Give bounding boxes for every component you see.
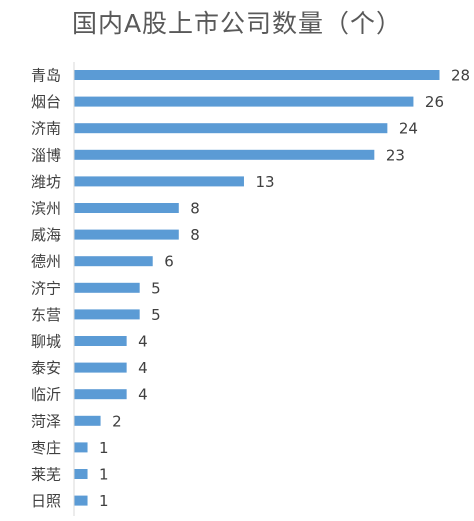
data-label: 26	[425, 93, 444, 111]
data-label: 1	[99, 466, 109, 484]
bar	[74, 256, 153, 267]
bar	[74, 469, 88, 479]
data-label: 5	[151, 306, 161, 324]
data-label: 2	[112, 412, 122, 430]
category-tick-label: 济宁	[31, 279, 61, 297]
bar	[74, 70, 440, 80]
data-label: 24	[399, 120, 418, 138]
category-tick-label: 潍坊	[31, 173, 61, 191]
category-tick-label: 青岛	[31, 67, 61, 85]
data-label: 8	[190, 226, 200, 244]
bar	[74, 415, 101, 426]
bar	[74, 389, 127, 400]
data-label: 23	[386, 146, 405, 164]
category-tick-label: 泰安	[31, 359, 61, 377]
bar	[74, 96, 414, 107]
bar	[74, 336, 127, 346]
category-tick-label: 临沂	[31, 386, 61, 404]
bar	[74, 309, 140, 320]
category-tick-label: 滨州	[31, 200, 61, 218]
category-tick-label: 莱芜	[31, 466, 61, 484]
category-tick-label: 德州	[31, 253, 61, 271]
category-tick-label: 枣庄	[31, 439, 61, 457]
data-label: 4	[138, 359, 148, 377]
category-tick-label: 烟台	[31, 93, 61, 111]
data-label: 13	[255, 173, 274, 191]
category-tick-label: 日照	[31, 492, 61, 510]
data-label: 5	[151, 279, 161, 297]
bar	[74, 495, 88, 506]
data-label: 1	[99, 492, 109, 510]
chart-title: 国内A股上市公司数量（个）	[71, 9, 403, 38]
data-label: 1	[99, 439, 109, 457]
category-tick-label: 东营	[31, 306, 61, 324]
bar	[74, 442, 88, 453]
bar-layer	[74, 70, 440, 506]
bar	[74, 123, 388, 134]
bar	[74, 149, 375, 160]
bar	[74, 203, 179, 213]
data-label: 6	[164, 253, 174, 271]
category-tick-label: 威海	[31, 226, 61, 244]
data-label: 4	[138, 386, 148, 404]
bar	[74, 282, 140, 293]
category-tick-label: 淄博	[31, 146, 61, 164]
data-label: 28	[451, 67, 470, 85]
data-label: 4	[138, 333, 148, 351]
category-tick-label: 济南	[31, 120, 61, 138]
bar	[74, 176, 244, 187]
category-tick-label: 聊城	[31, 333, 61, 351]
bar	[74, 362, 127, 373]
category-tick-label: 菏泽	[31, 412, 61, 430]
data-label: 8	[190, 200, 200, 218]
bar	[74, 229, 179, 240]
